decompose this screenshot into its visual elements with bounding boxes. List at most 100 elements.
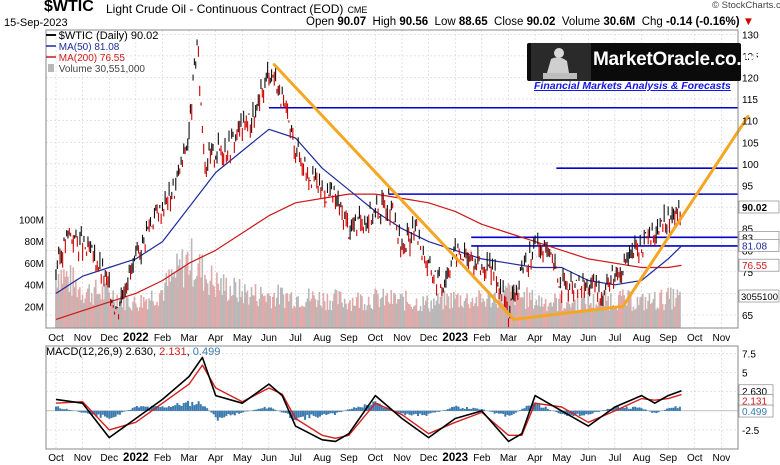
macd-histogram-bar xyxy=(218,410,221,418)
volume-bar xyxy=(299,307,302,328)
volume-bar xyxy=(602,293,604,328)
volume-bar xyxy=(238,278,241,328)
brand-subtitle[interactable]: Financial Markets Analysis & Forecasts xyxy=(534,80,731,92)
month-label: Feb xyxy=(154,333,172,344)
volume-bar xyxy=(389,303,391,328)
volume-bar xyxy=(166,285,169,328)
volume-bar xyxy=(314,299,317,328)
volume-bar xyxy=(610,293,612,328)
volume-bar xyxy=(252,295,254,328)
price-tick-label: 85 xyxy=(742,225,754,236)
macd-histogram-bar xyxy=(261,408,264,411)
ohlc-stats: Open 90.07 High 90.56 Low 88.65 Close 90… xyxy=(306,16,754,28)
volume-bar xyxy=(358,307,361,328)
volume-bar xyxy=(342,307,345,328)
volume-bar xyxy=(366,305,369,328)
volume-bar xyxy=(483,301,486,328)
volume-bar xyxy=(335,290,338,328)
volume-bar xyxy=(140,294,142,328)
volume-bar xyxy=(104,283,106,328)
macd-histogram-bar xyxy=(133,407,136,411)
macd-histogram-bar xyxy=(214,410,217,418)
volume-bar xyxy=(631,310,633,328)
macd-histogram-bar xyxy=(97,410,100,415)
macd-histogram-bar xyxy=(634,406,637,411)
brand-logo[interactable]: MarketOracle.co.uk xyxy=(527,43,763,81)
volume-bar xyxy=(315,307,318,328)
volume-bar xyxy=(661,303,664,328)
volume-bar xyxy=(112,290,114,328)
volume-bar xyxy=(584,303,587,328)
price-tick-label: 115 xyxy=(742,95,758,106)
macd-histogram-bar xyxy=(227,410,230,415)
volume-bar xyxy=(346,309,349,328)
stockcharts-credit[interactable]: © StockCharts.com xyxy=(712,0,780,11)
volume-bar xyxy=(334,289,337,328)
volume-bar xyxy=(482,298,484,328)
ma200-line xyxy=(55,193,682,320)
volume-bar xyxy=(152,301,154,328)
volume-bar xyxy=(273,292,275,328)
volume-bar xyxy=(109,298,112,328)
chg-label: Chg xyxy=(641,16,663,28)
legend-ma200-text: MA(200) 76.55 xyxy=(58,53,125,64)
volume-bar xyxy=(270,308,273,328)
volume-bar xyxy=(607,296,609,328)
macd-histogram-bar xyxy=(172,406,175,411)
volume-bar xyxy=(172,276,174,328)
volume-bar xyxy=(225,277,228,328)
macd-histogram-bar xyxy=(197,401,200,411)
volume-bar xyxy=(161,290,164,328)
volume-bar xyxy=(349,300,351,328)
volume-bar xyxy=(450,292,452,328)
volume-tick-label: 100M xyxy=(19,215,44,226)
macd-histogram-bar xyxy=(555,410,558,413)
volume-bar xyxy=(672,289,675,328)
value-tag-label: 76.55 xyxy=(742,261,767,272)
volume-bar xyxy=(150,290,153,328)
volume-bar xyxy=(128,306,130,328)
macd-histogram-bar xyxy=(627,408,630,411)
volume-bar xyxy=(679,291,681,328)
macd-histogram-bar xyxy=(282,410,285,413)
macd-histogram-bar xyxy=(348,409,351,411)
macd-histogram-bar xyxy=(174,405,177,411)
volume-bar xyxy=(176,253,178,328)
macd-histogram-bar xyxy=(187,400,190,411)
volume-bar xyxy=(574,299,576,328)
macd-histogram-bar xyxy=(632,406,635,411)
volume-bar xyxy=(479,293,482,328)
value-tag-box xyxy=(738,258,780,272)
volume-bar xyxy=(84,298,86,328)
main-panel-frame xyxy=(45,29,739,329)
macd-histogram-bar xyxy=(595,410,598,412)
volume-bar xyxy=(522,297,524,328)
month-label: Oct xyxy=(48,333,64,344)
volume-bar xyxy=(205,279,208,328)
volume-bar xyxy=(427,308,430,328)
macd-histogram-bar xyxy=(657,410,660,413)
macd-histogram-bar xyxy=(523,408,526,411)
volume-bar xyxy=(568,304,571,328)
macd-month-label: Aug xyxy=(313,453,331,464)
volume-bar xyxy=(456,293,459,328)
macd-histogram-bar xyxy=(489,410,492,412)
macd-histogram-bar xyxy=(212,410,215,415)
volume-bar xyxy=(326,293,329,328)
volume-bar xyxy=(246,290,249,328)
volume-bar xyxy=(599,299,601,328)
volume-bar xyxy=(403,310,406,328)
volume-bar xyxy=(421,311,423,328)
month-label: Jun xyxy=(261,333,277,344)
volume-bar xyxy=(551,306,554,328)
volume-tag-label: 3055100 xyxy=(741,292,778,303)
macd-histogram-bar xyxy=(578,410,581,417)
macd-histogram-bar xyxy=(191,401,194,411)
volume-bar xyxy=(677,295,680,328)
macd-histogram-bar xyxy=(210,410,213,413)
macd-month-label: Feb xyxy=(473,453,491,464)
month-label: May xyxy=(552,333,571,344)
instrument-name: Light Crude Oil - Continuous Contract (E… xyxy=(106,2,367,16)
volume-bar xyxy=(391,303,394,328)
volume-bar xyxy=(379,298,382,328)
